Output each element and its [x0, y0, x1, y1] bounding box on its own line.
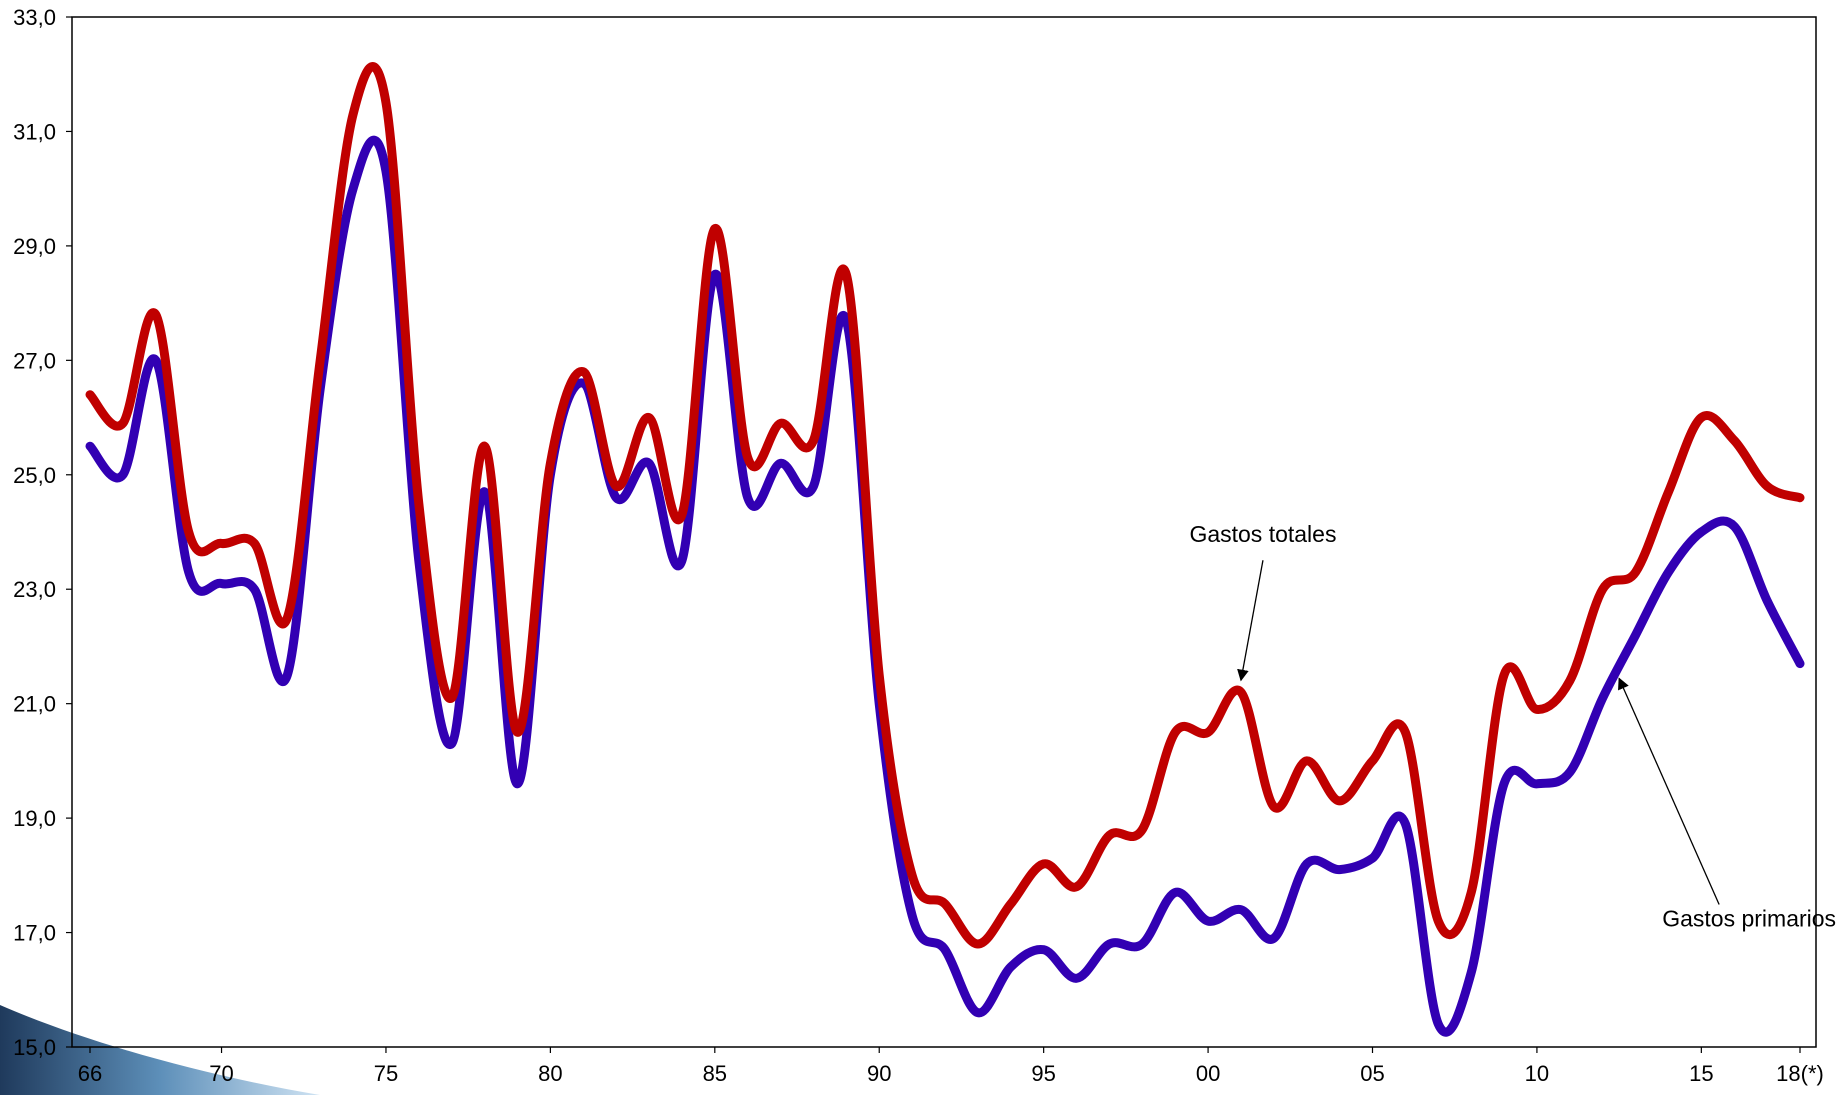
x-tick-label: 90 [867, 1061, 891, 1086]
x-tick-label: 80 [538, 1061, 562, 1086]
x-tick-label: 95 [1031, 1061, 1055, 1086]
x-tick-label: 85 [703, 1061, 727, 1086]
annotation-arrow [1237, 560, 1264, 682]
x-tick-label: 18(*) [1776, 1061, 1824, 1086]
annotation-label: Gastos totales [1189, 521, 1336, 547]
annotation-label: Gastos primarios [1662, 905, 1836, 931]
x-tick-label: 15 [1689, 1061, 1713, 1086]
plot-area [71, 16, 1817, 1048]
y-tick-label: 33,0 [13, 5, 56, 30]
annotation-arrow [1618, 677, 1720, 905]
x-axis: 66 70 75 80 85 90 95 00 05 10 15 18(*) [78, 1047, 1824, 1086]
y-tick-label: 25,0 [13, 463, 56, 488]
y-axis: 15,0 17,0 19,0 21,0 23,0 25,0 27,0 29,0 31,0 33,0 [13, 5, 72, 1060]
y-tick-label: 27,0 [13, 348, 56, 373]
y-tick-label: 29,0 [13, 234, 56, 259]
series-line-gastos-primarios [85, 135, 1805, 1037]
series-layer [85, 62, 1805, 1037]
y-tick-label: 21,0 [13, 692, 56, 717]
x-tick-label: 00 [1196, 1061, 1220, 1086]
x-tick-label: 70 [209, 1061, 233, 1086]
y-tick-label: 19,0 [13, 806, 56, 831]
x-tick-label: 10 [1525, 1061, 1549, 1086]
x-tick-label: 05 [1360, 1061, 1384, 1086]
y-tick-label: 17,0 [13, 921, 56, 946]
y-tick-label: 15,0 [13, 1035, 56, 1060]
y-tick-label: 23,0 [13, 577, 56, 602]
decorative-swoosh [0, 1005, 320, 1095]
annotation-layer: Gastos totales Gastos primarios [1189, 521, 1836, 931]
series-line-gastos-totales [85, 62, 1805, 949]
y-tick-label: 31,0 [13, 119, 56, 144]
x-tick-label: 75 [374, 1061, 398, 1086]
x-tick-label: 66 [78, 1061, 102, 1086]
